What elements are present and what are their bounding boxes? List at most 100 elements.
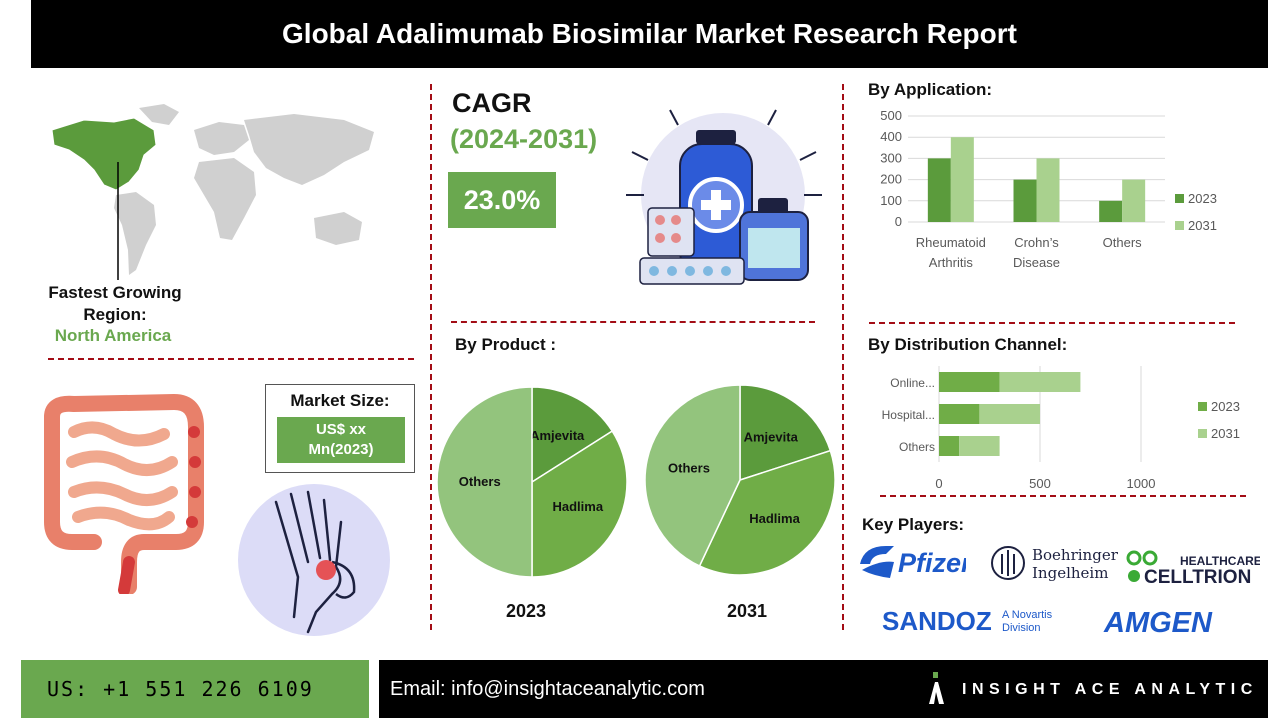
greenland-shape [139, 104, 179, 125]
market-size-box: Market Size: US$ xx Mn(2023) [265, 384, 415, 473]
pie-label: Hadlima [749, 511, 800, 526]
svg-text:CELLTRION: CELLTRION [1144, 567, 1251, 586]
bar-2031 [1036, 158, 1060, 222]
world-map [51, 104, 374, 280]
divider [869, 322, 1235, 324]
bar-2031 [950, 137, 974, 222]
application-bar-chart: 0 100 200 300 400 500 Rheumatoid Arthritis Crohn… [880, 108, 1217, 270]
brand-logo-icon [929, 672, 944, 704]
bar-2023 [927, 158, 951, 222]
bar-2023 [939, 372, 1000, 392]
pie-slice-others [644, 384, 741, 567]
x-tick-label: Rheumatoid [916, 235, 986, 250]
pie-slice-amjevita [531, 386, 614, 484]
svg-text:SANDOZ: SANDOZ [882, 606, 992, 636]
pie-slice-amjevita [739, 384, 832, 482]
y-tick-label: 400 [880, 129, 902, 144]
amgen-logo-text: AMGEN [1103, 607, 1213, 636]
market-size-value-line2: Mn(2023) [308, 441, 374, 458]
x-tick-label: Others [1103, 235, 1143, 250]
svg-text:Boehringer: Boehringer [1032, 546, 1119, 564]
pie-label: Others [459, 474, 501, 489]
asia-shape [244, 114, 374, 185]
email-contact: Email: info@insightaceanalytic.com [390, 678, 705, 700]
cagr-label: CAGR [452, 88, 532, 118]
market-size-value-line1: US$ xx [315, 421, 367, 438]
bar-2023 [1099, 200, 1123, 222]
y-tick-label: Online... [890, 376, 935, 390]
market-size-value: US$ xx Mn(2023) [277, 417, 405, 463]
boehringer-logo: Boehringer Ingelheim [991, 546, 1119, 582]
svg-text:HEALTHCARE: HEALTHCARE [1180, 554, 1260, 568]
by-application-heading: By Application: [868, 80, 993, 99]
pie-label: Hadlima [552, 499, 603, 514]
x-tick-label: 1000 [1127, 476, 1156, 491]
celltrion-logo: HEALTHCARE CELLTRION [1126, 550, 1260, 586]
sandoz-logo: SANDOZ A Novartis Division [882, 606, 1053, 636]
legend-label: 2031 [1188, 218, 1217, 233]
divider [451, 321, 815, 323]
market-size-label: Market Size: [290, 391, 390, 410]
phone-contact: US: +1 551 226 6109 [21, 660, 369, 718]
x-tick-label: 0 [935, 476, 942, 491]
pie-label: Others [668, 461, 710, 476]
pie-chart-2031: Amjevita Hadlima Others [644, 384, 836, 576]
svg-text:A Novartis: A Novartis [1002, 609, 1053, 621]
pie-slice-others [436, 386, 533, 578]
bar-2031 [999, 372, 1081, 392]
legend-label: 2031 [1211, 426, 1240, 441]
pie-label: Amjevita [530, 428, 585, 443]
medicine-illustration [626, 109, 822, 285]
svg-text:Ingelheim: Ingelheim [1032, 564, 1108, 582]
africa-shape [194, 158, 256, 240]
distribution-bar-chart: 0 500 1000 Online... Hospital... Others 2023 20… [882, 366, 1240, 491]
legend-swatch [1198, 429, 1207, 438]
x-tick-label: Disease [1013, 255, 1060, 270]
y-tick-label: 200 [880, 172, 902, 187]
bar-2023 [939, 404, 980, 424]
north-america-shape [51, 117, 157, 191]
intestine-illustration [44, 393, 204, 594]
footer-bar: Email: info@insightaceanalytic.com INSIG… [379, 660, 1268, 718]
pie-chart-2023: Amjevita Hadlima Others [436, 386, 628, 578]
region-value: North America [54, 326, 172, 345]
key-players-heading: Key Players: [862, 515, 965, 534]
region-label: Fastest Growing Region: [48, 283, 182, 324]
cagr-value: 23.0% [448, 172, 556, 228]
bar-2031 [1122, 179, 1146, 222]
pfizer-logo: Pfizer [860, 546, 966, 578]
y-tick-label: Others [899, 440, 935, 454]
amgen-logo: AMGEN [1103, 607, 1213, 636]
divider [880, 495, 1246, 497]
divider [48, 358, 414, 360]
divider [430, 84, 432, 630]
x-tick-label: 500 [1029, 476, 1051, 491]
x-tick-label: Arthritis [929, 255, 974, 270]
x-tick-label: Crohn’s [1014, 235, 1059, 250]
y-tick-label: 0 [895, 214, 902, 229]
by-product-heading: By Product : [455, 335, 557, 354]
cagr-period: (2024-2031) [450, 124, 598, 154]
australia-shape [314, 212, 362, 245]
pie-2031-label: 2031 [727, 601, 768, 621]
south-america-shape [114, 192, 156, 275]
y-tick-label: 100 [880, 193, 902, 208]
legend-label: 2023 [1188, 191, 1217, 206]
legend-swatch [1175, 221, 1184, 230]
bar-2023 [1013, 179, 1037, 222]
pie-label: Amjevita [744, 430, 799, 445]
report-title: Global Adalimumab Biosimilar Market Rese… [31, 0, 1268, 68]
pie-2023-label: 2023 [506, 601, 547, 621]
divider [842, 84, 844, 630]
bar-2031 [959, 436, 1000, 456]
pie-slice-hadlima [531, 430, 628, 578]
svg-text:Division: Division [1002, 622, 1041, 634]
brand-name: INSIGHT ACE ANALYTIC [962, 681, 1258, 698]
bar-2023 [939, 436, 960, 456]
y-tick-label: 500 [880, 108, 902, 123]
europe-shape [194, 122, 249, 155]
y-tick-label: 300 [880, 150, 902, 165]
pie-slice-hadlima [698, 449, 836, 576]
legend-swatch [1175, 194, 1184, 203]
pfizer-logo-text: Pfizer [898, 548, 966, 578]
